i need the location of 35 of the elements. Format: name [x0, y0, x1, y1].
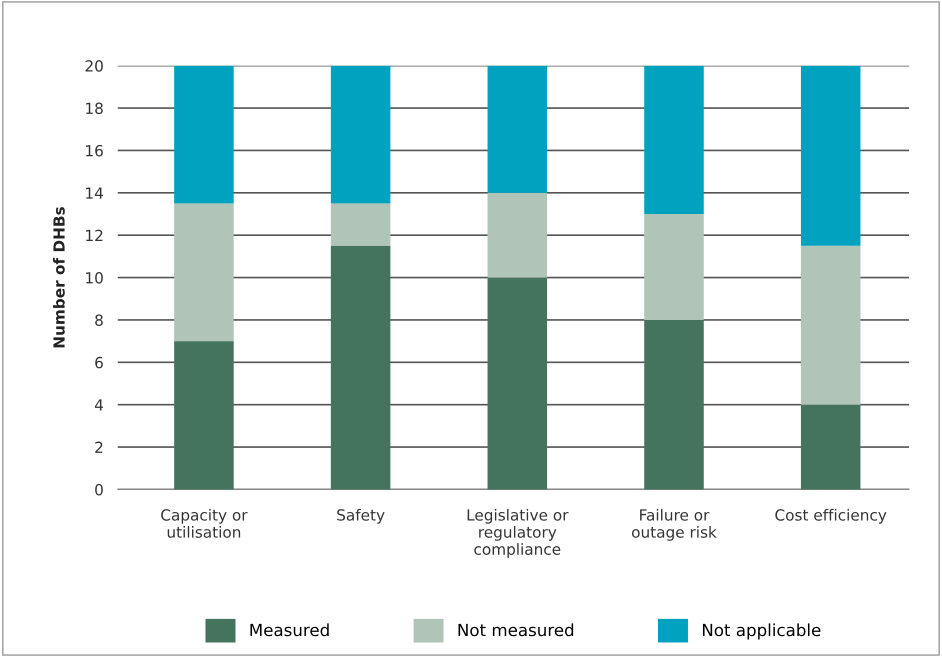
bar [488, 66, 548, 193]
bar [330, 203, 390, 246]
legend-label: Not applicable [702, 623, 820, 640]
bar [330, 246, 390, 490]
y-tick-label: 6 [95, 356, 103, 368]
bar [800, 404, 860, 490]
y-tick-label: 10 [86, 272, 103, 284]
bar [174, 341, 234, 490]
y-tick-label: 16 [86, 144, 103, 156]
bar [644, 66, 704, 214]
bar [644, 320, 704, 490]
y-axis-title: Number of DHBs [52, 207, 65, 348]
y-tick-label: 14 [86, 187, 104, 199]
legend-label: Not measured [458, 623, 574, 636]
bar [800, 246, 860, 405]
y-tick-label: 12 [86, 230, 102, 242]
y-tick-label: 0 [95, 484, 103, 496]
bar [488, 192, 548, 278]
bar [174, 203, 234, 342]
y-tick-label: 20 [86, 60, 103, 72]
x-tick-label: Cost efficiency [775, 508, 886, 524]
bar [644, 214, 704, 320]
y-tick-label: 18 [86, 102, 103, 114]
x-tick-label: Capacity or utilisation [161, 508, 248, 538]
bar [330, 66, 390, 204]
x-tick-label: Safety [337, 508, 385, 524]
y-tick-label: 4 [94, 399, 104, 411]
y-tick-label: 8 [95, 314, 103, 326]
y-tick-label: 2 [95, 442, 102, 453]
legend-label: Measured [250, 623, 329, 636]
bar [800, 66, 860, 246]
x-tick-label: Legislative or regulatory compliance [468, 508, 568, 558]
bar [488, 278, 548, 490]
bar [174, 66, 234, 204]
x-tick-label: Failure or outage risk [632, 508, 717, 541]
